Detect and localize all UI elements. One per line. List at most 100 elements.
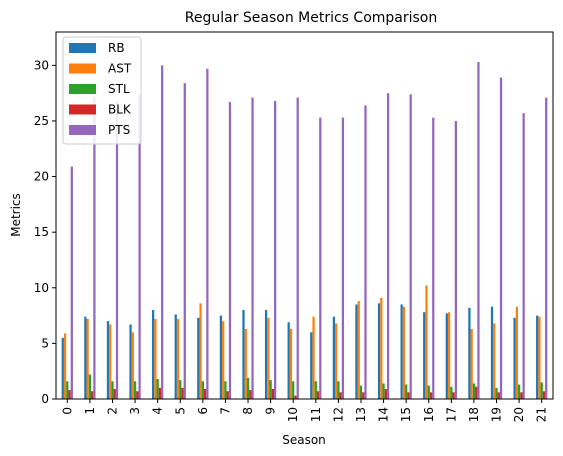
bar-stl-season-12 (337, 381, 340, 399)
legend-swatch-ast (69, 63, 96, 74)
x-tick-label: 15 (399, 407, 413, 422)
bar-stl-season-8 (246, 377, 250, 399)
x-tick-label: 0 (60, 407, 74, 415)
bar-blk-season-10 (294, 395, 297, 399)
bar-pts-season-2 (115, 100, 119, 399)
bar-pts-season-5 (183, 83, 186, 399)
bar-blk-season-13 (362, 392, 365, 399)
legend-label-rb: RB (108, 41, 125, 55)
x-tick-label: 12 (331, 407, 345, 422)
bar-rb-season-16 (423, 312, 426, 399)
bar-ast-season-6 (199, 303, 202, 399)
bar-pts-season-3 (138, 95, 141, 399)
bar-rb-season-19 (490, 306, 494, 399)
x-axis-label: Season (282, 433, 326, 447)
bar-pts-season-21 (545, 97, 548, 400)
bar-ast-season-7 (222, 321, 225, 399)
bar-pts-season-1 (93, 96, 96, 399)
bar-stl-season-9 (269, 380, 272, 399)
bar-ast-season-4 (154, 318, 157, 399)
bar-blk-season-15 (407, 392, 410, 399)
bar-pts-season-11 (319, 117, 322, 399)
x-tick-label: 10 (286, 407, 300, 422)
bar-ast-season-12 (335, 323, 338, 399)
bar-stl-season-1 (88, 374, 92, 399)
x-tick-label: 14 (377, 407, 391, 422)
y-axis: 0 5 10 15 20 25 30 (34, 58, 56, 406)
legend-swatch-blk (69, 104, 96, 115)
bar-blk-season-6 (203, 388, 207, 399)
bar-rb-season-14 (377, 303, 381, 399)
bar-stl-season-3 (133, 381, 137, 399)
bar-stl-season-10 (292, 381, 295, 399)
bar-blk-season-17 (452, 392, 455, 399)
bar-stl-season-13 (359, 385, 363, 399)
bar-pts-season-16 (432, 117, 435, 399)
bar-ast-season-14 (380, 297, 383, 399)
bar-ast-season-11 (312, 316, 315, 399)
bar-blk-season-11 (316, 391, 320, 399)
bar-ast-season-15 (402, 306, 406, 399)
y-tick-label: 5 (41, 336, 49, 350)
bar-rb-season-15 (400, 304, 403, 399)
bar-ast-season-20 (515, 306, 518, 399)
bar-rb-season-7 (219, 315, 223, 399)
bar-rb-season-9 (264, 310, 268, 399)
y-tick-label: 30 (34, 58, 49, 72)
bar-ast-season-5 (176, 318, 180, 399)
bar-pts-season-8 (251, 97, 254, 400)
bar-pts-season-0 (70, 166, 73, 399)
x-tick-label: 13 (354, 407, 368, 422)
bar-stl-season-20 (517, 384, 521, 399)
bar-rb-season-10 (287, 322, 290, 399)
x-tick-label: 9 (264, 407, 278, 415)
y-tick-label: 10 (34, 281, 49, 295)
bar-rb-season-1 (84, 316, 87, 399)
x-tick-label: 6 (196, 407, 210, 415)
legend-label-ast: AST (108, 62, 132, 76)
bar-ast-season-16 (425, 285, 428, 399)
bar-stl-season-14 (382, 383, 385, 399)
bar-ast-season-18 (470, 328, 473, 399)
bar-pts-season-4 (161, 65, 164, 400)
x-axis: 0 1 2 3 4 5 6 7 8 9 10 11 12 13 14 15 16 17 18 19 20 21 (60, 399, 549, 422)
x-tick-label: 4 (151, 407, 165, 415)
bar-rb-season-6 (197, 317, 200, 399)
bar-stl-season-17 (450, 386, 453, 399)
bar-pts-season-20 (522, 113, 525, 400)
bar-pts-season-6 (206, 68, 209, 399)
bar-blk-season-16 (429, 392, 433, 399)
bar-blk-season-3 (136, 391, 139, 399)
y-tick-label: 0 (41, 392, 49, 406)
chart-title: Regular Season Metrics Comparison (185, 10, 438, 26)
bar-rb-season-21 (536, 315, 539, 399)
bar-rb-season-20 (513, 317, 516, 399)
x-tick-label: 21 (535, 407, 549, 422)
legend-label-pts: PTS (108, 123, 130, 137)
bar-blk-season-1 (91, 391, 94, 399)
bar-rb-season-13 (355, 304, 358, 399)
x-tick-label: 2 (105, 407, 119, 415)
bar-pts-season-13 (364, 105, 367, 400)
bar-ast-season-2 (109, 324, 112, 399)
legend: RB AST STL BLK PTS (62, 36, 142, 145)
bar-blk-season-0 (68, 390, 71, 399)
bar-blk-season-21 (542, 391, 546, 399)
bar-pts-season-12 (341, 117, 345, 399)
bar-stl-season-16 (427, 385, 430, 399)
y-tick-label: 15 (34, 225, 49, 239)
plot-frame (55, 31, 554, 400)
bar-pts-season-19 (499, 77, 503, 399)
bar-stl-season-2 (111, 381, 114, 399)
bar-ast-season-17 (447, 312, 451, 399)
bar-rb-season-11 (310, 332, 313, 399)
bar-pts-season-14 (386, 93, 390, 400)
y-tick-label: 20 (34, 170, 49, 184)
x-tick-label: 19 (490, 407, 504, 422)
bar-pts-season-17 (454, 120, 457, 399)
legend-swatch-stl (69, 84, 96, 94)
bar-stl-season-11 (314, 381, 317, 399)
bar-ast-season-8 (244, 328, 247, 399)
bar-ast-season-19 (493, 323, 496, 399)
bar-blk-season-12 (339, 392, 342, 399)
